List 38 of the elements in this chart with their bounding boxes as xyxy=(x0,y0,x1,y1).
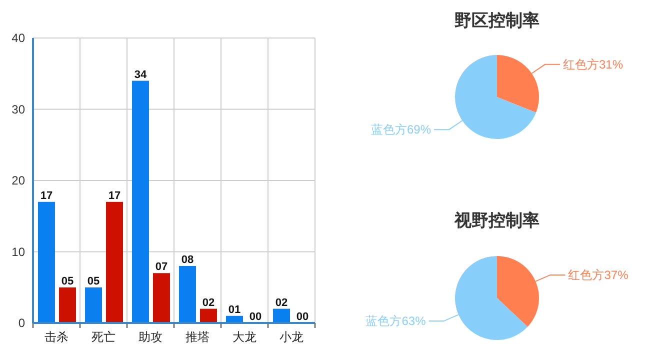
data-label: 34 xyxy=(134,68,148,81)
bar xyxy=(85,287,102,323)
y-tick-label: 10 xyxy=(12,244,26,259)
data-label: 02 xyxy=(275,296,288,309)
bar xyxy=(106,202,123,323)
bar xyxy=(153,273,170,323)
x-tick-label: 推塔 xyxy=(186,330,210,344)
bar xyxy=(38,202,55,323)
x-tick-label: 小龙 xyxy=(280,330,304,344)
data-label: 00 xyxy=(296,311,309,323)
bar xyxy=(273,308,290,323)
x-tick-label: 大龙 xyxy=(232,330,256,344)
bar xyxy=(132,80,149,323)
data-label: 17 xyxy=(40,190,53,202)
chart-title: 视野控制率 xyxy=(454,211,540,231)
slice-label: 蓝色方69% xyxy=(371,122,432,137)
y-tick-label: 30 xyxy=(12,102,26,116)
data-label: 07 xyxy=(155,261,168,274)
slice-label: 蓝色方63% xyxy=(366,314,426,328)
data-label: 02 xyxy=(202,296,215,309)
x-tick-label: 助攻 xyxy=(138,330,162,344)
data-label: 08 xyxy=(181,254,194,266)
data-label: 17 xyxy=(108,190,121,202)
data-label: 05 xyxy=(61,275,74,288)
bar xyxy=(200,308,217,323)
x-tick-label: 死亡 xyxy=(92,330,116,344)
data-label: 00 xyxy=(249,311,262,323)
bar xyxy=(179,266,196,323)
bar xyxy=(59,287,76,323)
slice-label: 红色方37% xyxy=(568,268,629,282)
y-tick-label: 0 xyxy=(18,316,26,330)
data-label: 05 xyxy=(87,275,100,288)
x-tick-label: 击杀 xyxy=(44,330,68,344)
chart-title: 野区控制率 xyxy=(454,11,540,31)
y-tick-label: 40 xyxy=(12,31,26,45)
slice-label: 红色方31% xyxy=(562,57,624,72)
data-label: 01 xyxy=(228,304,241,316)
y-tick-label: 20 xyxy=(12,174,26,188)
